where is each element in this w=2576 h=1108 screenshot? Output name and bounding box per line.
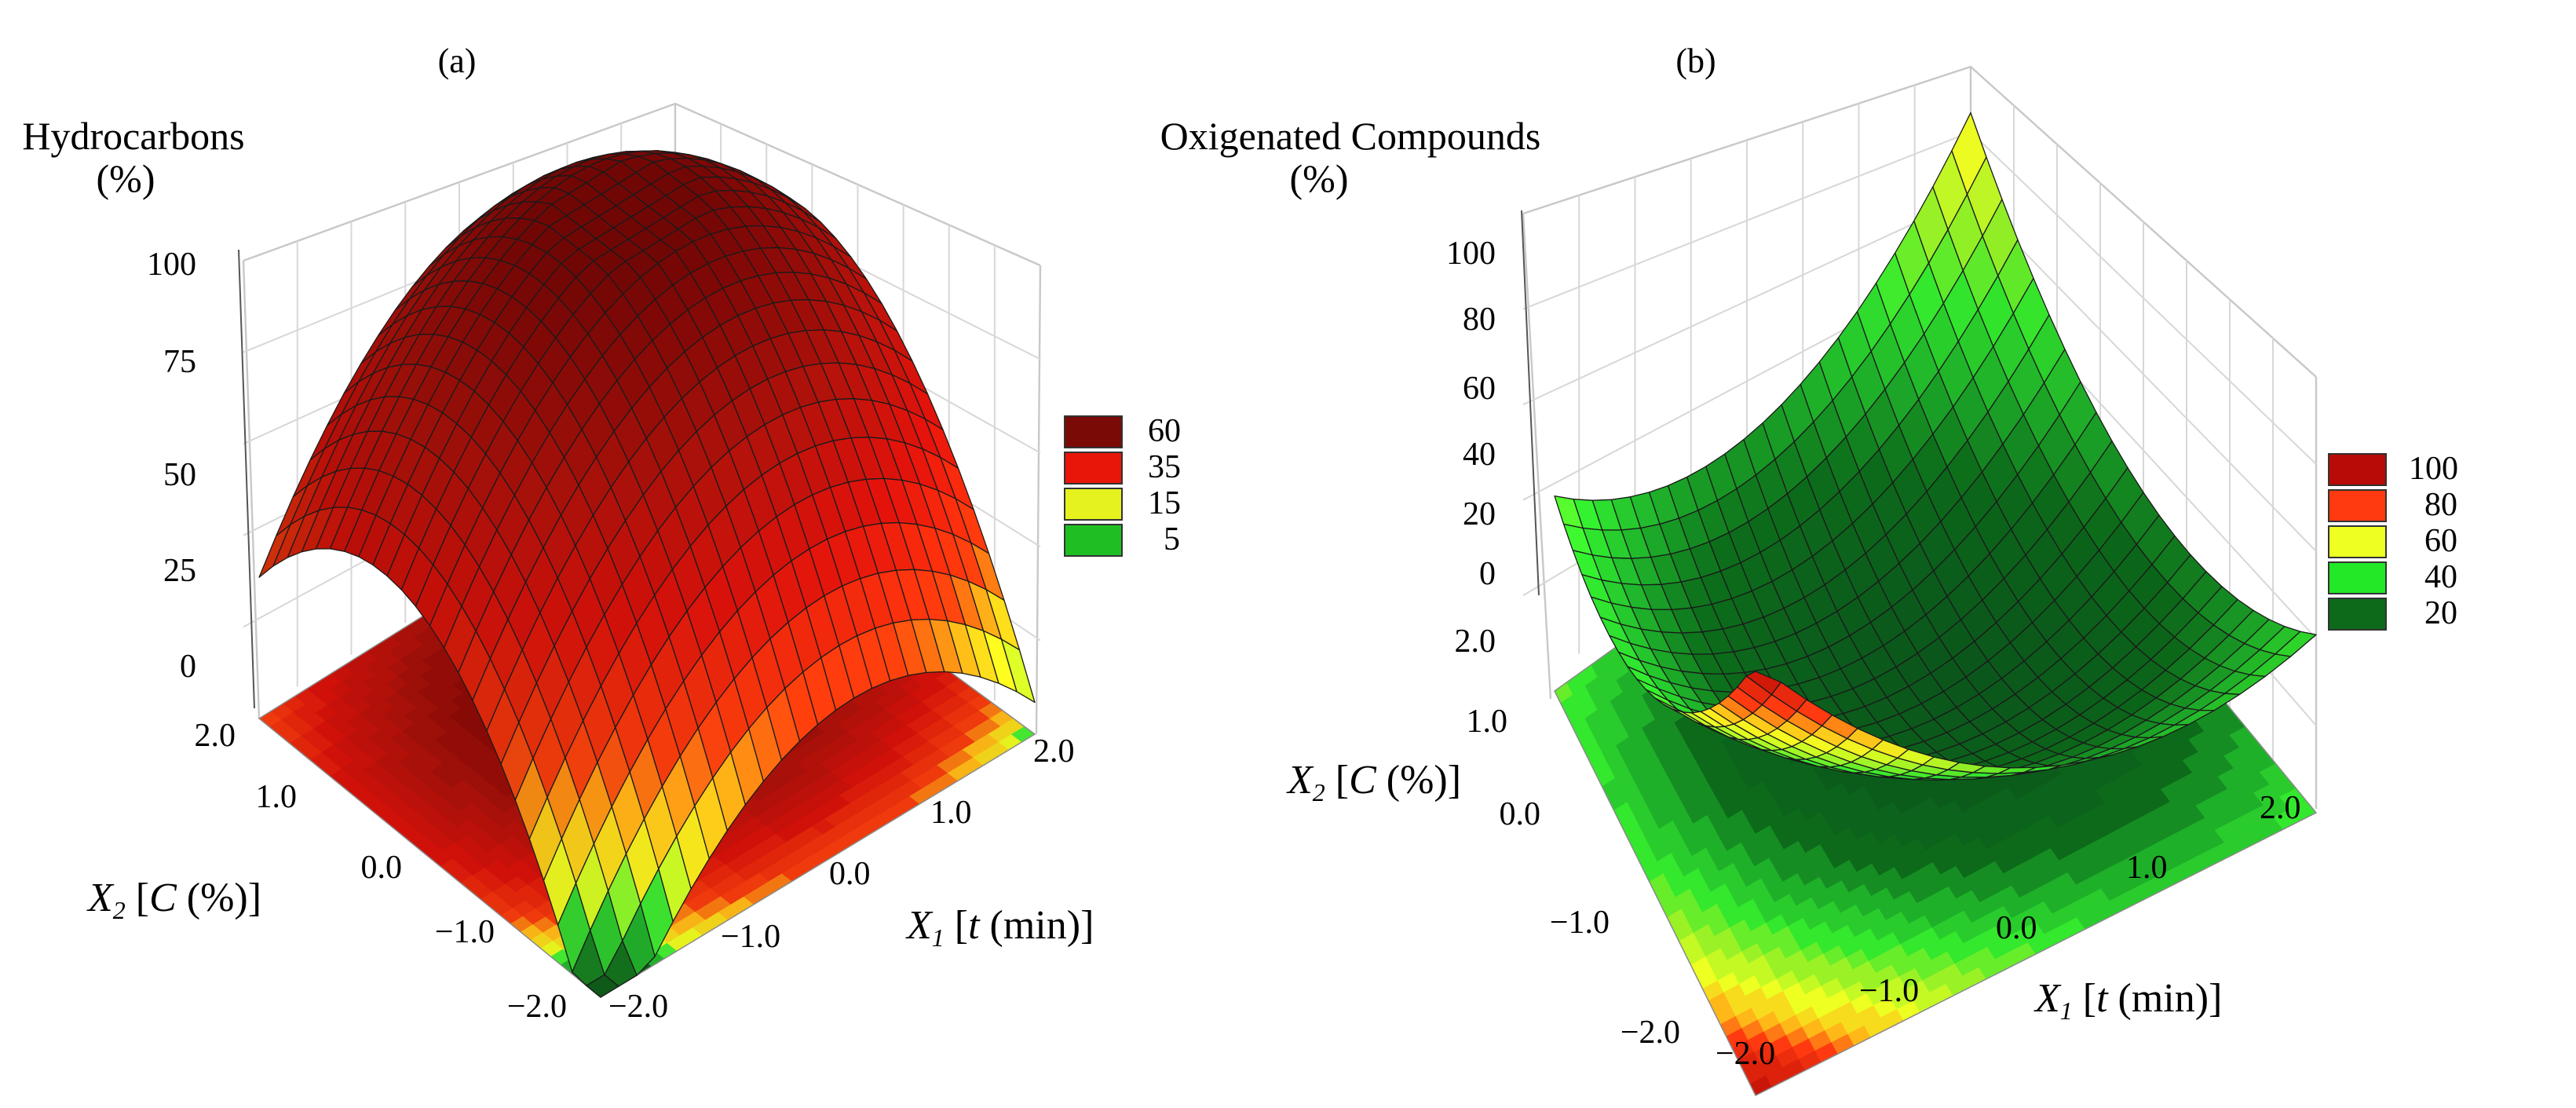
panel-b-x-tick: 1.0 <box>2126 850 2168 886</box>
panel-b-legend-label: 100 <box>2409 451 2458 487</box>
panel-a-y-tick: 2.0 <box>195 718 236 754</box>
panel-b-label: (b) <box>1675 42 1716 80</box>
panel-a-legend-swatch <box>1064 452 1123 485</box>
panel-a-x-ticks: −2.0 −1.0 0.0 1.0 2.0 <box>608 733 1075 1025</box>
panel-a-z-tick: 75 <box>163 344 196 380</box>
panel-b-y-tick: 0.0 <box>1500 796 1541 832</box>
panel-a-y-tick: −2.0 <box>507 989 567 1025</box>
panel-b-x-tick: −1.0 <box>1859 973 1919 1009</box>
panel-b-title-line1: Oxigenated Compounds <box>1160 114 1541 158</box>
panel-b-y-tick: −2.0 <box>1621 1015 1680 1051</box>
panel-b-z-tick: 60 <box>1463 371 1496 407</box>
panel-b-x-tick: 0.0 <box>1996 910 2037 946</box>
panel-b-z-tick: 80 <box>1463 302 1496 338</box>
panel-b: (b) Oxigenated Compounds (%) 0 20 40 60 … <box>1160 42 2458 1097</box>
panel-a-z-tick: 25 <box>163 553 196 589</box>
panel-b-legend-swatch <box>2328 453 2387 486</box>
panel-b-x1-axis-label: X1 [t (min)] <box>2033 976 2222 1025</box>
panel-a-y-ticks: 2.0 1.0 0.0 −1.0 −2.0 <box>195 718 568 1025</box>
panel-a-label: (a) <box>438 42 477 80</box>
wall-gridline <box>1970 196 2317 552</box>
panel-b-z-tick: 40 <box>1463 437 1496 473</box>
panel-a: (a) Hydrocarbons (%) 0 25 50 75 100 2.0 <box>22 42 1181 1025</box>
panel-a-x-tick: 0.0 <box>829 856 871 892</box>
panel-a-y-tick: −1.0 <box>435 914 495 950</box>
panel-a-y-tick: 0.0 <box>361 850 403 886</box>
wall-gridline <box>1522 196 1971 406</box>
panel-b-legend: 100 80 60 40 20 <box>2328 451 2458 631</box>
panel-a-title-line1: Hydrocarbons <box>22 114 244 158</box>
panel-a-x-tick: 1.0 <box>930 795 972 831</box>
panel-b-z-tick: 20 <box>1463 496 1496 532</box>
panel-a-legend-swatch <box>1064 415 1123 448</box>
panel-a-x-tick: 2.0 <box>1033 733 1075 770</box>
surface-patch <box>586 974 619 998</box>
panel-b-legend-swatch <box>2328 598 2387 631</box>
panel-a-legend-swatch <box>1064 524 1123 557</box>
panel-a-z-tick: 0 <box>180 649 196 685</box>
panel-b-y-tick: 2.0 <box>1455 623 1496 660</box>
panel-b-legend-label: 20 <box>2424 595 2457 631</box>
surface-patch <box>1745 671 1782 696</box>
panel-a-z-ticks: 0 25 50 75 100 <box>147 247 196 685</box>
panel-a-y-tick: 1.0 <box>256 779 298 815</box>
panel-a-legend-swatch <box>1064 488 1123 521</box>
panel-b-x2-axis-label: X2 [C (%)] <box>1286 758 1461 806</box>
panel-b-surface <box>1554 112 2317 781</box>
panel-b-legend-label: 60 <box>2424 523 2457 559</box>
panel-a-legend-label: 35 <box>1148 449 1181 485</box>
panel-a-legend-label: 5 <box>1164 521 1180 558</box>
panel-b-title-line2: (%) <box>1290 156 1349 200</box>
panel-b-x-tick: −2.0 <box>1716 1036 1775 1072</box>
panel-a-z-tick: 100 <box>147 247 196 283</box>
panel-b-legend-swatch <box>2328 561 2387 594</box>
panel-b-y-tick: −1.0 <box>1550 905 1610 941</box>
panel-a-surface <box>258 150 1036 998</box>
panel-a-z-axis <box>238 249 255 709</box>
panel-a-x-tick: −2.0 <box>608 989 668 1025</box>
panel-b-legend-label: 80 <box>2424 487 2457 523</box>
wall-gridline <box>1970 131 2317 465</box>
panel-b-z-ticks: 0 20 40 60 80 100 <box>1446 236 1496 592</box>
panel-a-legend-label: 15 <box>1148 485 1181 521</box>
panel-a-x-tick: −1.0 <box>721 919 780 955</box>
panel-b-y-tick: 1.0 <box>1467 704 1508 740</box>
panel-a-title-line2: (%) <box>97 156 155 200</box>
panel-b-z-tick: 100 <box>1446 236 1496 272</box>
wall-gridline <box>1522 131 1971 310</box>
panel-b-x-ticks: −2.0 −1.0 0.0 1.0 2.0 <box>1716 790 2301 1072</box>
panel-a-x1-axis-label: X1 [t (min)] <box>905 903 1094 952</box>
panel-b-z-axis <box>1521 210 1540 596</box>
panel-b-legend-swatch <box>2328 525 2387 558</box>
panel-a-legend-label: 60 <box>1148 413 1181 449</box>
panel-b-z-tick: 0 <box>1479 556 1496 592</box>
panel-a-z-tick: 50 <box>163 457 196 493</box>
panel-b-legend-label: 40 <box>2424 559 2457 595</box>
panel-b-legend-swatch <box>2328 489 2387 522</box>
panel-a-x2-axis-label: X2 [C (%)] <box>86 876 261 924</box>
panel-b-y-ticks: 2.0 1.0 0.0 −1.0 −2.0 <box>1455 623 1681 1051</box>
panel-b-x-tick: 2.0 <box>2260 790 2301 826</box>
panel-a-legend: 60 35 15 5 <box>1064 413 1181 558</box>
